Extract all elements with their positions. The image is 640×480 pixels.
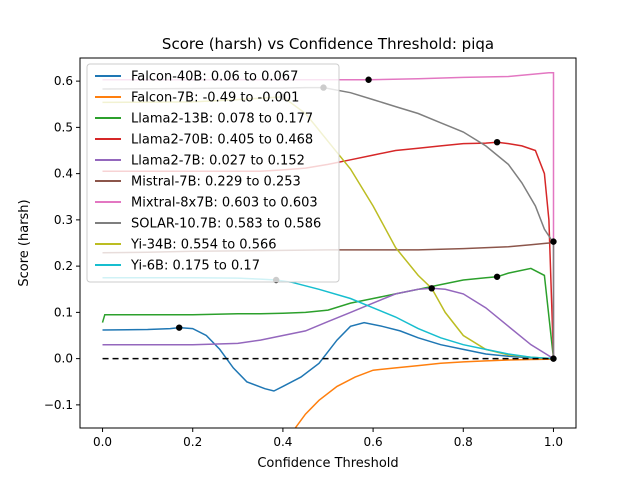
x-tick-label: 1.0 [544,435,563,449]
series-line-2 [101,267,555,359]
legend: Falcon-40B: 0.06 to 0.067 Falcon-7B: -0.4… [86,63,340,283]
x-tick-label: 0.0 [93,435,112,449]
series-marker-5 [550,238,557,245]
y-tick-label: 0.0 [54,352,73,366]
x-tick-label: 0.8 [454,435,473,449]
legend-label-1: Falcon-7B: -0.49 to -0.001 [131,91,299,106]
y-tick-label: 0.5 [54,120,73,134]
series-line-1 [294,358,554,428]
series-line-0 [102,321,554,392]
x-tick-label: 0.6 [364,435,383,449]
y-tick-label: 0.2 [54,259,73,273]
series-marker-0 [176,324,183,331]
y-tick-label: 0.3 [54,213,73,227]
legend-label-8: Yi-34B: 0.554 to 0.566 [130,238,277,253]
extra-marker-0 [428,285,435,292]
legend-label-2: Llama2-13B: 0.078 to 0.177 [131,112,313,127]
plot-frame [79,57,577,429]
series-line-9 [102,276,554,360]
legend-label-9: Yi-6B: 0.175 to 0.17 [130,259,260,274]
x-tick-label: 0.4 [273,435,292,449]
extra-marker-1 [550,355,557,362]
y-axis-label: Score (harsh) [17,199,32,286]
legend-label-5: Mistral-7B: 0.229 to 0.253 [131,175,301,190]
series-marker-6 [365,76,372,83]
legend-box [86,63,340,283]
legend-label-6: Mixtral-8x7B: 0.603 to 0.603 [131,196,318,211]
x-tick-label: 0.2 [183,435,202,449]
y-tick-label: 0.4 [54,167,73,181]
y-tick-label: −0.1 [44,398,73,412]
y-tick-label: 0.1 [54,305,73,319]
legend-label-3: Llama2-70B: 0.405 to 0.468 [131,133,313,148]
legend-label-0: Falcon-40B: 0.06 to 0.067 [131,70,298,85]
legend-label-4: Llama2-7B: 0.027 to 0.152 [131,154,305,169]
chart-title: Score (harsh) vs Confidence Threshold: p… [162,35,494,53]
series-marker-2 [493,273,501,280]
x-axis-label: Confidence Threshold [257,456,398,471]
axes-ticks: 0.0 0.2 0.4 0.6 0.8 1.0 −0.1 0.0 0.1 0.2 0.3 0.4 0.5… [44,74,563,449]
y-tick-label: 0.6 [54,74,73,88]
series-marker-3 [493,138,501,146]
series-line-4 [102,287,554,360]
legend-label-7: SOLAR-10.7B: 0.583 to 0.586 [131,217,321,232]
